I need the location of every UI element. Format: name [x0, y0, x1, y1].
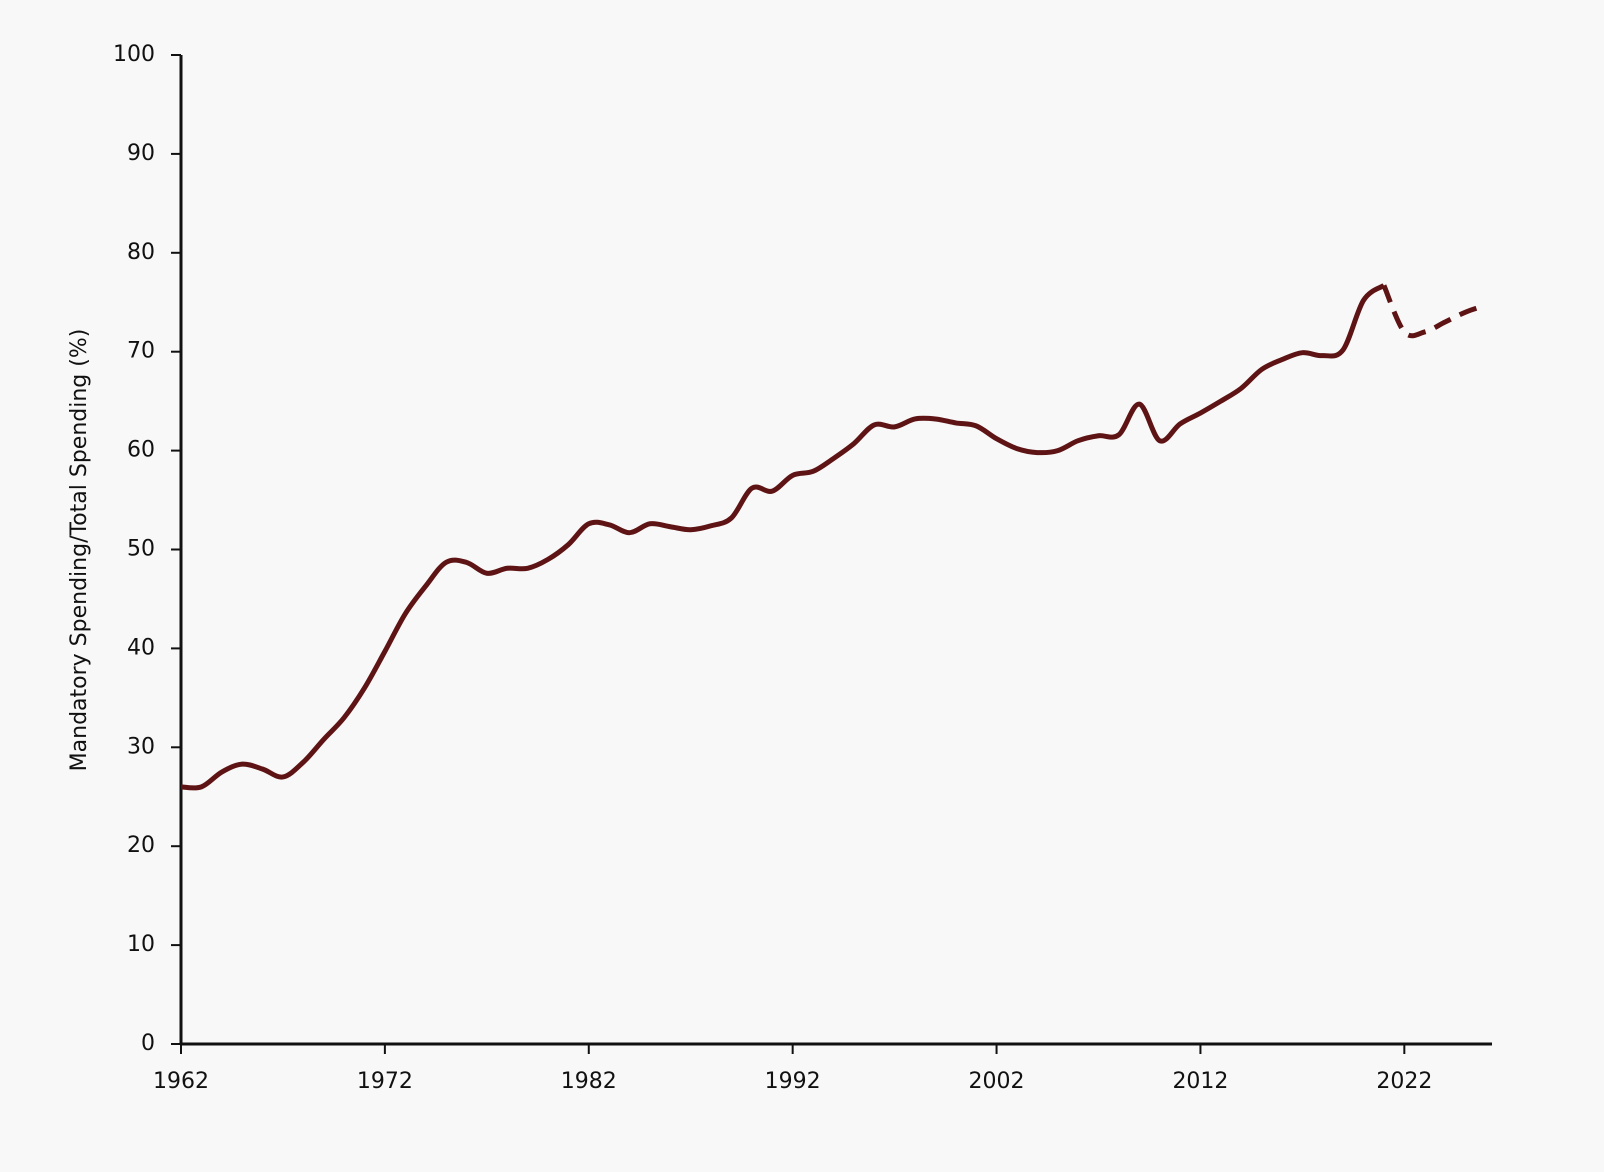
y-tick-label: 100	[113, 42, 155, 67]
x-tick-label: 2012	[1172, 1069, 1228, 1094]
y-tick-label: 10	[127, 932, 155, 957]
y-tick-label: 50	[127, 537, 155, 562]
y-tick-label: 80	[127, 240, 155, 265]
x-tick-label: 1962	[153, 1069, 209, 1094]
y-tick-label: 40	[127, 635, 155, 660]
y-tick-label: 20	[127, 833, 155, 858]
y-axis-label: Mandatory Spending/Total Spending (%)	[67, 329, 92, 772]
x-tick-label: 2002	[969, 1069, 1025, 1094]
y-tick-label: 90	[127, 141, 155, 166]
data-line	[180, 283, 1386, 791]
x-tick-label: 1982	[561, 1069, 617, 1094]
y-tick-label: 0	[141, 1031, 155, 1056]
y-tick-label: 70	[127, 339, 155, 364]
data-line	[1381, 284, 1487, 339]
x-tick-label: 1992	[765, 1069, 821, 1094]
y-tick-label: 30	[127, 734, 155, 759]
x-tick-label: 1972	[357, 1069, 413, 1094]
x-tick-label: 2022	[1376, 1069, 1432, 1094]
y-tick-label: 60	[127, 438, 155, 463]
